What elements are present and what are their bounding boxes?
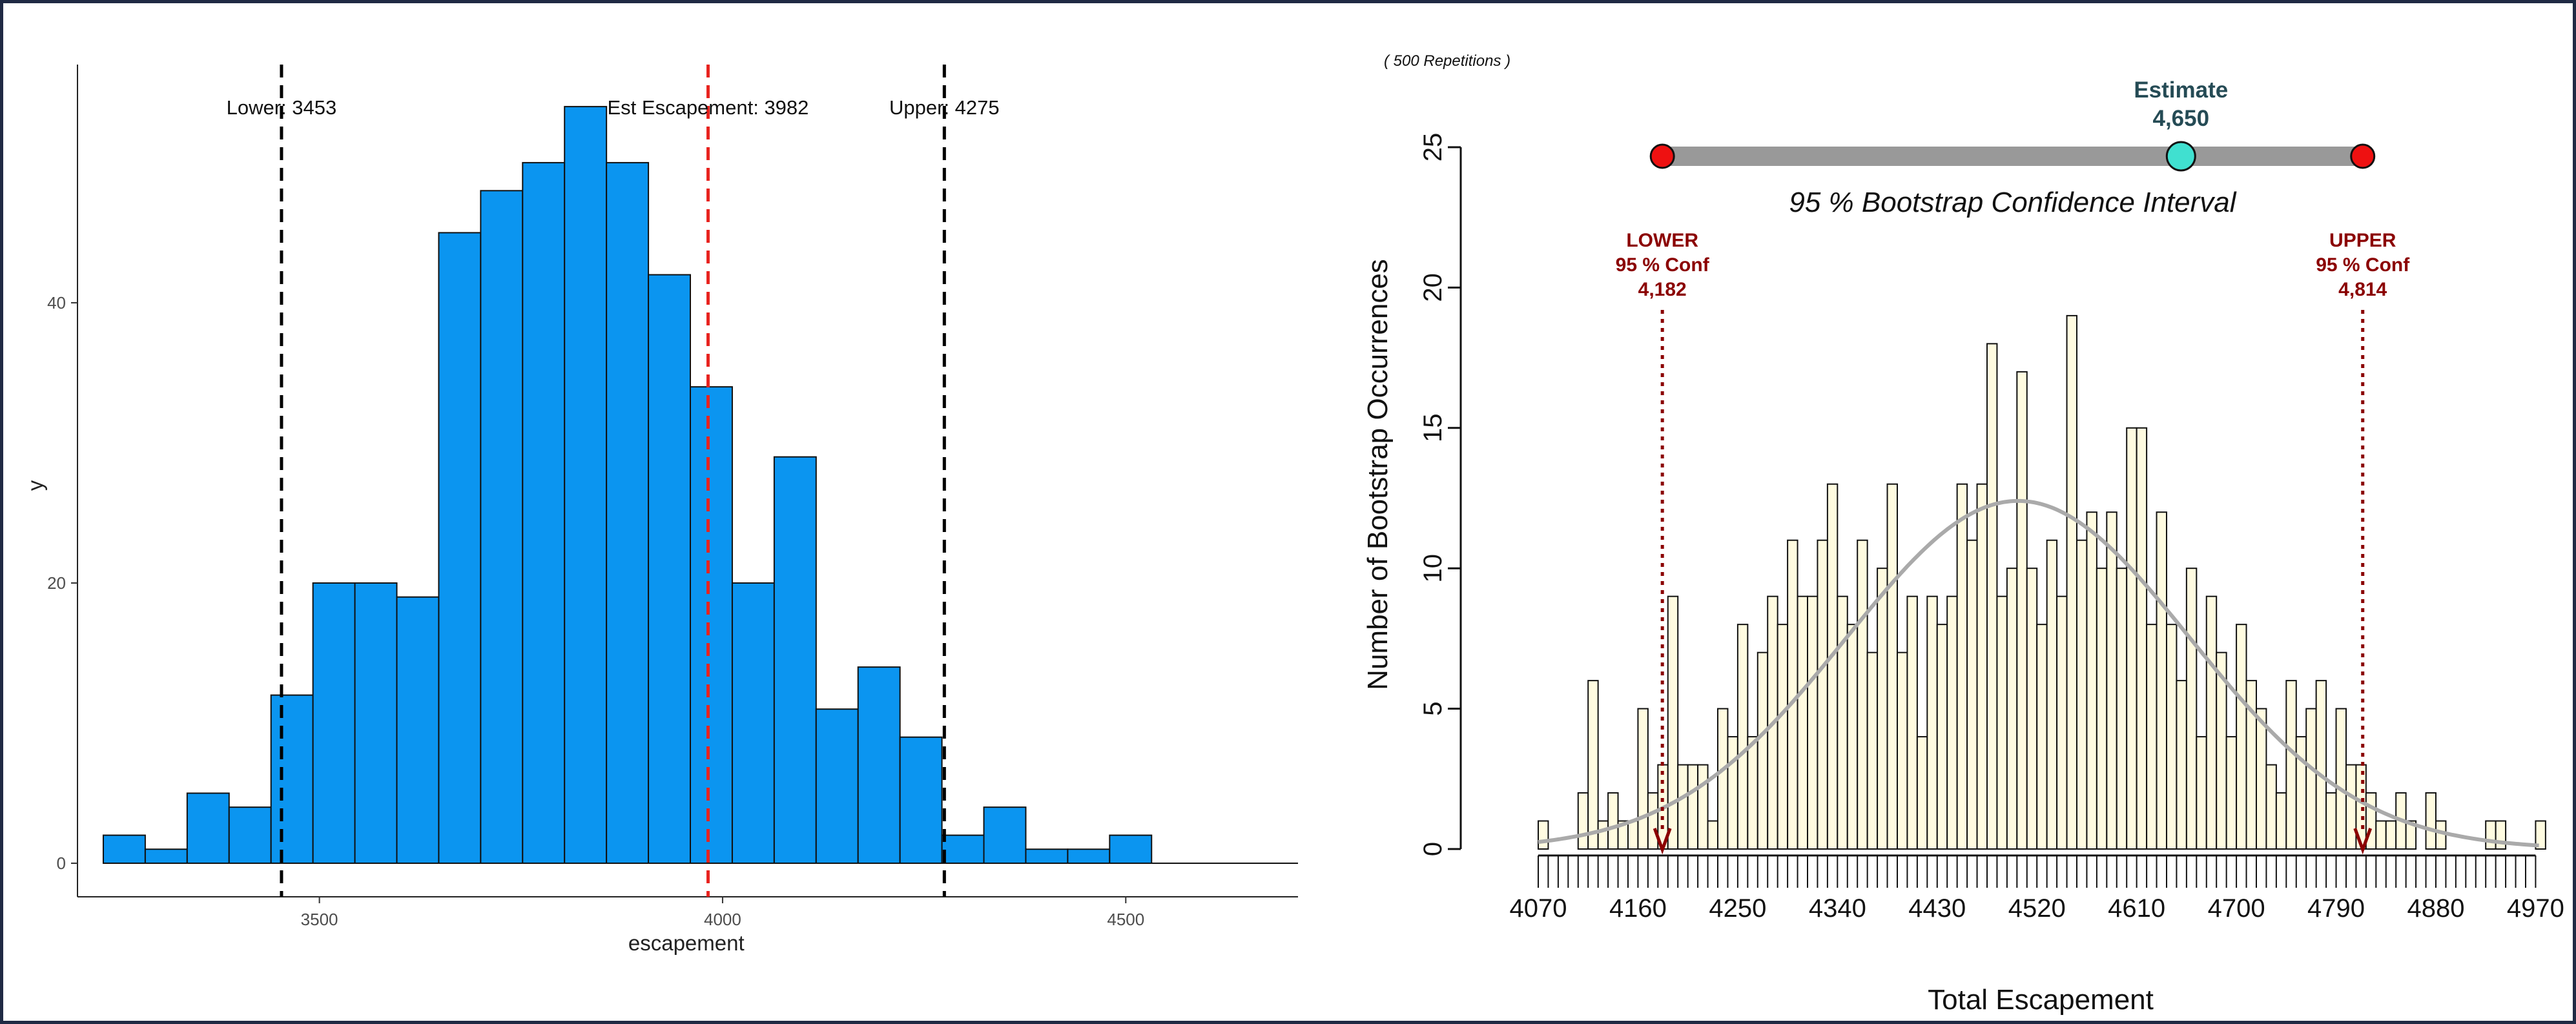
- histogram-bar: [648, 274, 691, 864]
- histogram-bar: [983, 806, 1027, 865]
- histogram-bar: [480, 190, 524, 864]
- histogram-bar: [857, 666, 901, 864]
- histogram-bar: [186, 792, 230, 864]
- histogram-bar: [396, 596, 440, 865]
- histogram-bar: [606, 161, 650, 865]
- reference-line-label: Est Escapement: 3982: [608, 96, 809, 119]
- histogram-bar: [438, 232, 482, 864]
- left-histogram-chart: 0 20 40 3500 4000 4500 escapement y Lower: 3453 E…: [23, 65, 1298, 955]
- histogram-bar: [1067, 848, 1111, 864]
- y-tick-label: 40: [47, 293, 66, 312]
- histogram-bar: [815, 708, 859, 865]
- y-tick-label: 0: [57, 854, 66, 873]
- histogram-bar: [731, 582, 775, 864]
- histogram-bar: [228, 806, 272, 865]
- histogram-bar: [354, 582, 398, 864]
- reference-line-label: Lower: 3453: [227, 96, 337, 119]
- histogram-bar: [690, 386, 733, 864]
- reference-line-label: Upper: 4275: [889, 96, 1000, 119]
- histogram-bar: [564, 106, 608, 865]
- histogram-bar: [899, 736, 943, 864]
- y-axis-label: y: [23, 480, 47, 491]
- histogram-bar: [270, 694, 314, 865]
- histogram-bar: [522, 161, 566, 865]
- x-axis-label: escapement: [628, 931, 745, 955]
- histogram-bar: [941, 834, 985, 864]
- histogram-bar: [312, 582, 356, 864]
- histogram-bar: [773, 456, 817, 864]
- histogram-bar: [1025, 848, 1069, 864]
- histogram-bar: [102, 834, 146, 864]
- histogram-bar: [1109, 834, 1153, 864]
- x-tick-label: 3500: [301, 910, 338, 929]
- histogram-bar: [144, 848, 188, 864]
- x-tick-label: 4500: [1107, 910, 1144, 929]
- x-tick-label: 4000: [704, 910, 741, 929]
- y-tick-label: 20: [47, 573, 66, 593]
